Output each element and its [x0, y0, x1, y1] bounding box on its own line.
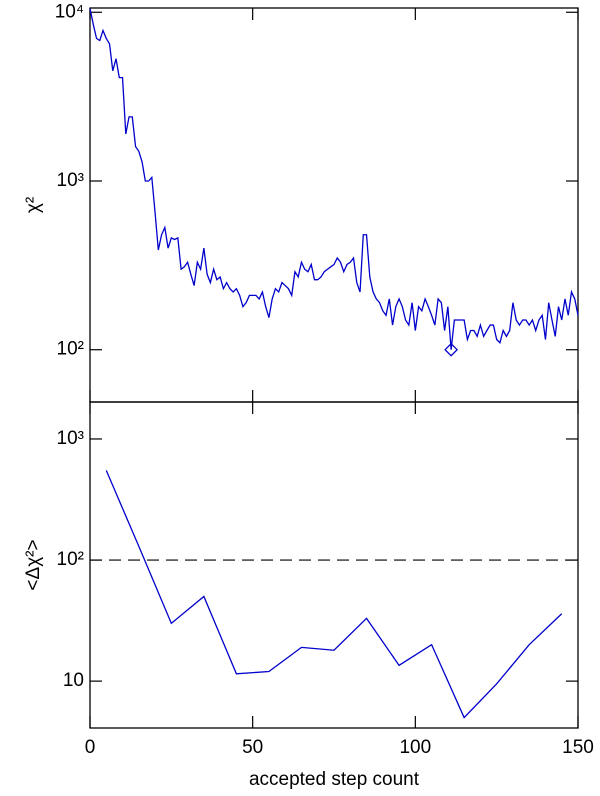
x-tick-label: 50: [242, 737, 263, 758]
y-tick-label: 10: [63, 670, 84, 691]
data-line: [89, 8, 579, 350]
x-tick-label: 0: [85, 737, 96, 758]
x-tick-label: 150: [562, 737, 594, 758]
y-tick-label: 10²: [57, 549, 84, 570]
x-tick-label: 100: [399, 737, 431, 758]
y-axis-label: <Δχ²>: [23, 539, 44, 590]
x-axis-label: accepted step count: [249, 769, 420, 790]
highlight-marker: [444, 342, 459, 357]
y-tick-label: 10²: [57, 339, 84, 360]
y-tick-label: 10⁴: [55, 1, 84, 22]
y-tick-label: 10³: [57, 170, 84, 191]
y-tick-label: 10³: [57, 428, 84, 449]
plot-frame: [89, 401, 579, 729]
data-line: [105, 470, 563, 719]
plot-frame: [89, 7, 579, 403]
y-axis-label: χ²: [23, 197, 44, 213]
